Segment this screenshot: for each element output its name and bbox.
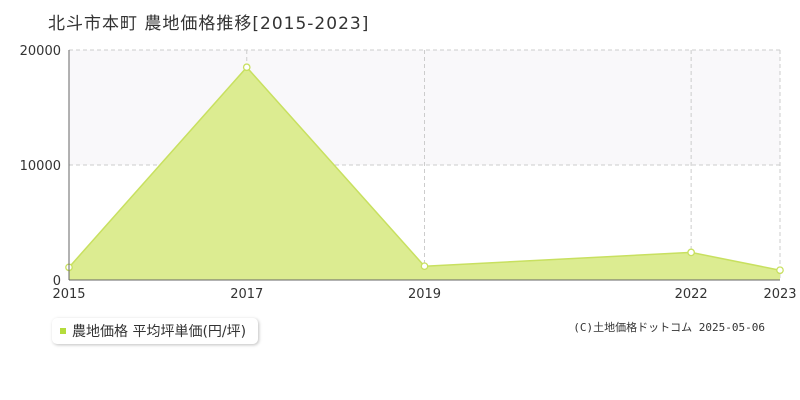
legend-swatch	[60, 328, 66, 334]
x-tick-label: 2017	[230, 287, 263, 302]
data-point-2019	[420, 262, 429, 271]
x-tick-label: 2022	[675, 287, 708, 302]
data-point-2023	[776, 266, 784, 275]
x-tick-label: 2015	[52, 287, 85, 302]
x-tick-label: 2019	[408, 287, 441, 302]
data-point-2017	[242, 63, 251, 72]
y-axis-tick-labels: 0 10000 20000	[20, 44, 61, 289]
data-point-2022	[687, 248, 695, 257]
y-tick-label: 0	[53, 274, 61, 289]
legend-label: 農地価格 平均坪単価(円/坪)	[72, 324, 247, 340]
x-axis-tick-labels: 2015 2017 2019 2022 2023	[52, 287, 796, 302]
chart-title: 北斗市本町 農地価格推移[2015-2023]	[48, 14, 370, 34]
y-tick-label: 20000	[20, 44, 61, 59]
legend: 農地価格 平均坪単価(円/坪)	[52, 318, 259, 344]
y-tick-label: 10000	[20, 159, 61, 174]
area-series-fill	[69, 67, 780, 280]
credit-text: (C)土地価格ドットコム 2025-05-06	[573, 321, 765, 334]
x-tick-label: 2023	[763, 287, 796, 302]
data-points	[65, 63, 784, 275]
